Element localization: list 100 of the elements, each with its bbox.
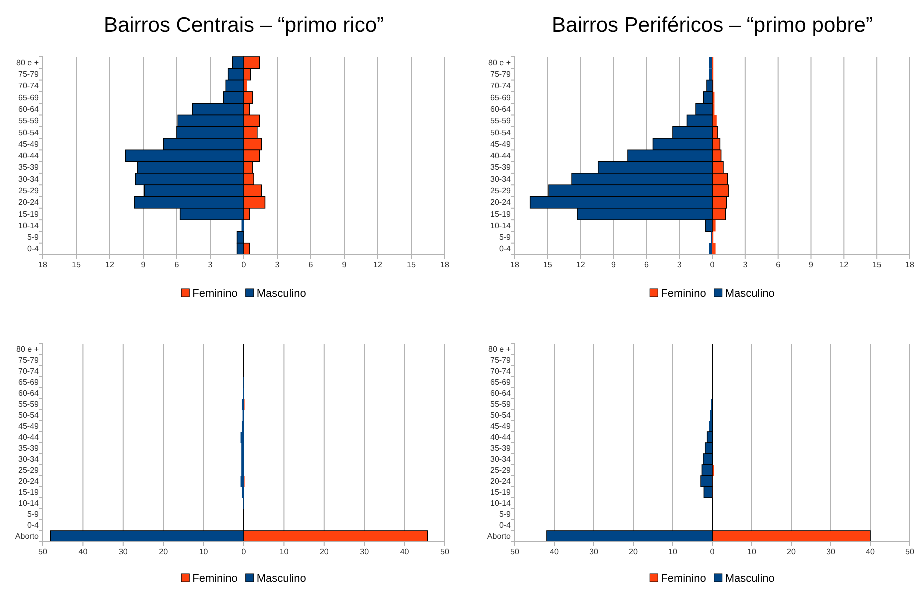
x-tick-label: 10 <box>748 548 757 557</box>
y-tick-label: 10-14 <box>18 221 40 230</box>
legend-label: Masculino <box>256 573 306 585</box>
x-tick-label: 3 <box>743 260 748 270</box>
y-tick-label: 55-59 <box>18 400 40 410</box>
x-tick-label: 10 <box>280 548 290 557</box>
y-tick-label: Aborto <box>15 532 40 542</box>
y-tick-label: 60-64 <box>490 389 512 398</box>
y-tick-label: 35-39 <box>490 444 512 454</box>
y-tick-label: 50-54 <box>490 411 512 420</box>
x-tick-label: 3 <box>208 260 214 270</box>
x-tick-label: 30 <box>826 548 836 557</box>
y-tick-label: 15-19 <box>490 210 512 219</box>
y-tick-label: 20-24 <box>18 477 40 486</box>
y-tick-label: 40-44 <box>490 433 512 442</box>
x-tick-label: 50 <box>38 548 48 557</box>
x-tick-label: 40 <box>400 548 410 557</box>
legend-label: Feminino <box>661 288 706 300</box>
x-tick-label: 40 <box>550 548 560 557</box>
y-tick-label: 0-4 <box>499 521 512 530</box>
x-tick-label: 9 <box>612 260 617 270</box>
x-tick-label: 18 <box>510 260 520 270</box>
y-tick-label: 20-24 <box>490 477 512 486</box>
y-tick-label: 60-64 <box>490 104 512 114</box>
x-tick-label: 12 <box>106 260 115 270</box>
y-tick-label: 45-49 <box>490 422 512 432</box>
x-tick-label: 40 <box>866 548 876 557</box>
y-tick-label: 40-44 <box>18 433 40 442</box>
y-tick-label: 30-34 <box>18 174 40 184</box>
x-tick-label: 6 <box>776 260 782 270</box>
x-tick-label: 3 <box>677 260 682 270</box>
y-tick-label: 35-39 <box>18 163 40 172</box>
x-tick-label: 12 <box>840 260 850 270</box>
x-tick-label: 0 <box>242 548 247 557</box>
y-tick-label: 20-24 <box>490 198 512 208</box>
x-tick-label: 0 <box>710 260 716 270</box>
y-tick-label: 25-29 <box>18 466 40 476</box>
y-tick-label: 65-69 <box>490 378 512 388</box>
legend-label: Masculino <box>256 288 306 300</box>
y-tick-label: 0-4 <box>499 244 512 254</box>
chart-title: Bairros Centrais – “primo rico” <box>104 14 384 37</box>
y-tick-label: 55-59 <box>490 116 512 126</box>
x-tick-label: 50 <box>906 548 915 557</box>
x-tick-label: 0 <box>242 260 247 270</box>
y-tick-label: 15-19 <box>18 488 40 498</box>
y-tick-label: 70-74 <box>490 82 512 91</box>
x-tick-label: 18 <box>906 260 915 270</box>
x-tick-label: 18 <box>38 260 48 270</box>
y-tick-label: 50-54 <box>490 128 512 138</box>
x-tick-label: 15 <box>543 260 553 270</box>
y-tick-label: 30-34 <box>18 455 40 464</box>
y-tick-label: 25-29 <box>490 186 512 196</box>
y-tick-label: 65-69 <box>18 378 40 388</box>
x-tick-label: 40 <box>78 548 88 557</box>
y-tick-label: Aborto <box>487 532 512 542</box>
y-tick-label: 80 e + <box>488 345 512 354</box>
y-tick-label: 65-69 <box>490 93 512 102</box>
y-tick-label: 10-14 <box>490 221 512 230</box>
x-tick-label: 20 <box>787 548 796 557</box>
y-tick-label: 35-39 <box>18 444 40 454</box>
y-tick-label: 75-79 <box>18 70 40 80</box>
x-tick-label: 15 <box>872 260 882 270</box>
y-tick-label: 5-9 <box>499 233 512 242</box>
y-tick-label: 10-14 <box>18 499 40 508</box>
y-tick-label: 75-79 <box>490 70 512 80</box>
x-tick-label: 30 <box>118 548 128 557</box>
y-tick-label: 5-9 <box>27 233 40 242</box>
x-tick-label: 9 <box>342 260 348 270</box>
y-tick-label: 5-9 <box>27 510 40 520</box>
x-tick-label: 50 <box>510 548 520 557</box>
x-tick-label: 12 <box>576 260 586 270</box>
x-tick-label: 6 <box>644 260 650 270</box>
x-tick-label: 18 <box>440 260 450 270</box>
y-tick-label: 25-29 <box>490 466 512 476</box>
y-tick-label: 50-54 <box>18 411 40 420</box>
y-tick-label: 65-69 <box>18 93 40 102</box>
y-tick-label: 5-9 <box>499 510 512 520</box>
y-tick-label: 25-29 <box>18 186 40 196</box>
y-tick-label: 45-49 <box>18 422 40 432</box>
x-tick-label: 9 <box>809 260 814 270</box>
legend-label: Feminino <box>661 573 706 585</box>
y-tick-label: 15-19 <box>490 488 512 498</box>
y-tick-label: 50-54 <box>18 128 40 138</box>
y-tick-label: 80 e + <box>488 58 512 68</box>
y-tick-label: 70-74 <box>18 367 40 376</box>
y-tick-label: 80 e + <box>16 58 40 68</box>
y-tick-label: 15-19 <box>18 210 40 219</box>
y-tick-label: 0-4 <box>27 244 40 254</box>
x-tick-label: 30 <box>360 548 370 557</box>
x-tick-label: 0 <box>710 548 716 557</box>
y-tick-label: 70-74 <box>18 82 40 91</box>
y-tick-label: 45-49 <box>490 140 512 149</box>
y-tick-label: 40-44 <box>490 152 512 161</box>
x-tick-label: 10 <box>668 548 678 557</box>
y-tick-label: 75-79 <box>18 356 40 366</box>
x-tick-label: 6 <box>174 260 180 270</box>
y-tick-label: 75-79 <box>490 356 512 366</box>
x-tick-label: 9 <box>141 260 146 270</box>
x-tick-label: 15 <box>407 260 416 270</box>
y-tick-label: 30-34 <box>490 455 512 464</box>
